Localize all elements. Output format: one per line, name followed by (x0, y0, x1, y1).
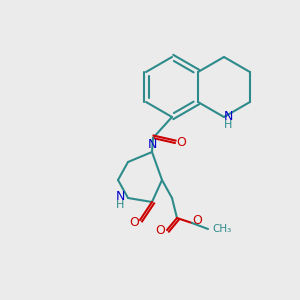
Text: N: N (223, 110, 232, 124)
Text: CH₃: CH₃ (212, 224, 231, 234)
Text: O: O (192, 214, 202, 226)
Text: O: O (155, 224, 165, 236)
Text: N: N (115, 190, 125, 202)
Text: O: O (129, 215, 139, 229)
Text: N: N (147, 139, 157, 152)
Text: O: O (176, 136, 186, 149)
Text: H: H (224, 120, 232, 130)
Text: H: H (116, 200, 124, 210)
